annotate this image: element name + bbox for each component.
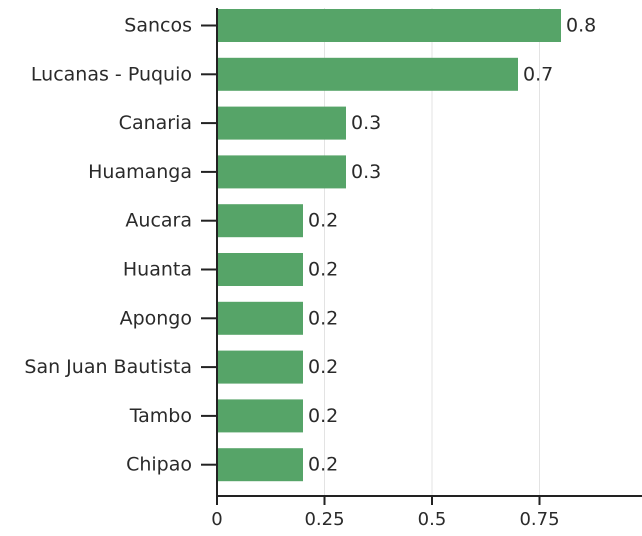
- x-tick-label-3: 0.75: [519, 509, 559, 530]
- value-label-2: 0.3: [351, 112, 381, 134]
- bar-3: [217, 155, 346, 189]
- x-axis: 0 0.25 0.5 0.75: [211, 495, 642, 530]
- value-label-1: 0.7: [523, 63, 553, 85]
- category-label-4: Aucara: [125, 210, 192, 232]
- value-labels: 0.8 0.7 0.3 0.3 0.2 0.2 0.2 0.2 0.2 0.2: [308, 15, 596, 476]
- value-label-8: 0.2: [308, 405, 338, 427]
- bar-5: [217, 253, 303, 286]
- bar-1: [217, 57, 518, 91]
- category-label-8: Tambo: [129, 405, 192, 427]
- value-label-3: 0.3: [351, 161, 381, 183]
- x-tick-label-1: 0.25: [304, 509, 344, 530]
- value-label-0: 0.8: [566, 15, 596, 37]
- y-axis: Sancos Lucanas - Puquio Canaria Huamanga Auc…: [24, 8, 218, 496]
- bar-2: [217, 106, 346, 140]
- category-label-6: Apongo: [120, 307, 192, 329]
- category-label-2: Canaria: [119, 112, 192, 134]
- category-label-0: Sancos: [124, 15, 192, 37]
- bar-0: [217, 9, 561, 42]
- category-label-7: San Juan Bautista: [24, 356, 192, 378]
- bars: [217, 9, 561, 482]
- value-label-5: 0.2: [308, 259, 338, 281]
- value-label-4: 0.2: [308, 210, 338, 232]
- value-label-6: 0.2: [308, 307, 338, 329]
- category-label-9: Chipao: [126, 454, 192, 476]
- bar-8: [217, 399, 303, 433]
- x-tick-label-0: 0: [211, 509, 222, 530]
- bar-7: [217, 350, 303, 384]
- category-label-1: Lucanas - Puquio: [31, 63, 192, 85]
- category-label-3: Huamanga: [88, 161, 192, 183]
- x-tick-label-2: 0.5: [418, 509, 447, 530]
- value-label-7: 0.2: [308, 356, 338, 378]
- bar-4: [217, 204, 303, 238]
- value-label-9: 0.2: [308, 454, 338, 476]
- bar-9: [217, 448, 303, 482]
- bar-6: [217, 301, 303, 335]
- category-label-5: Huanta: [123, 259, 192, 281]
